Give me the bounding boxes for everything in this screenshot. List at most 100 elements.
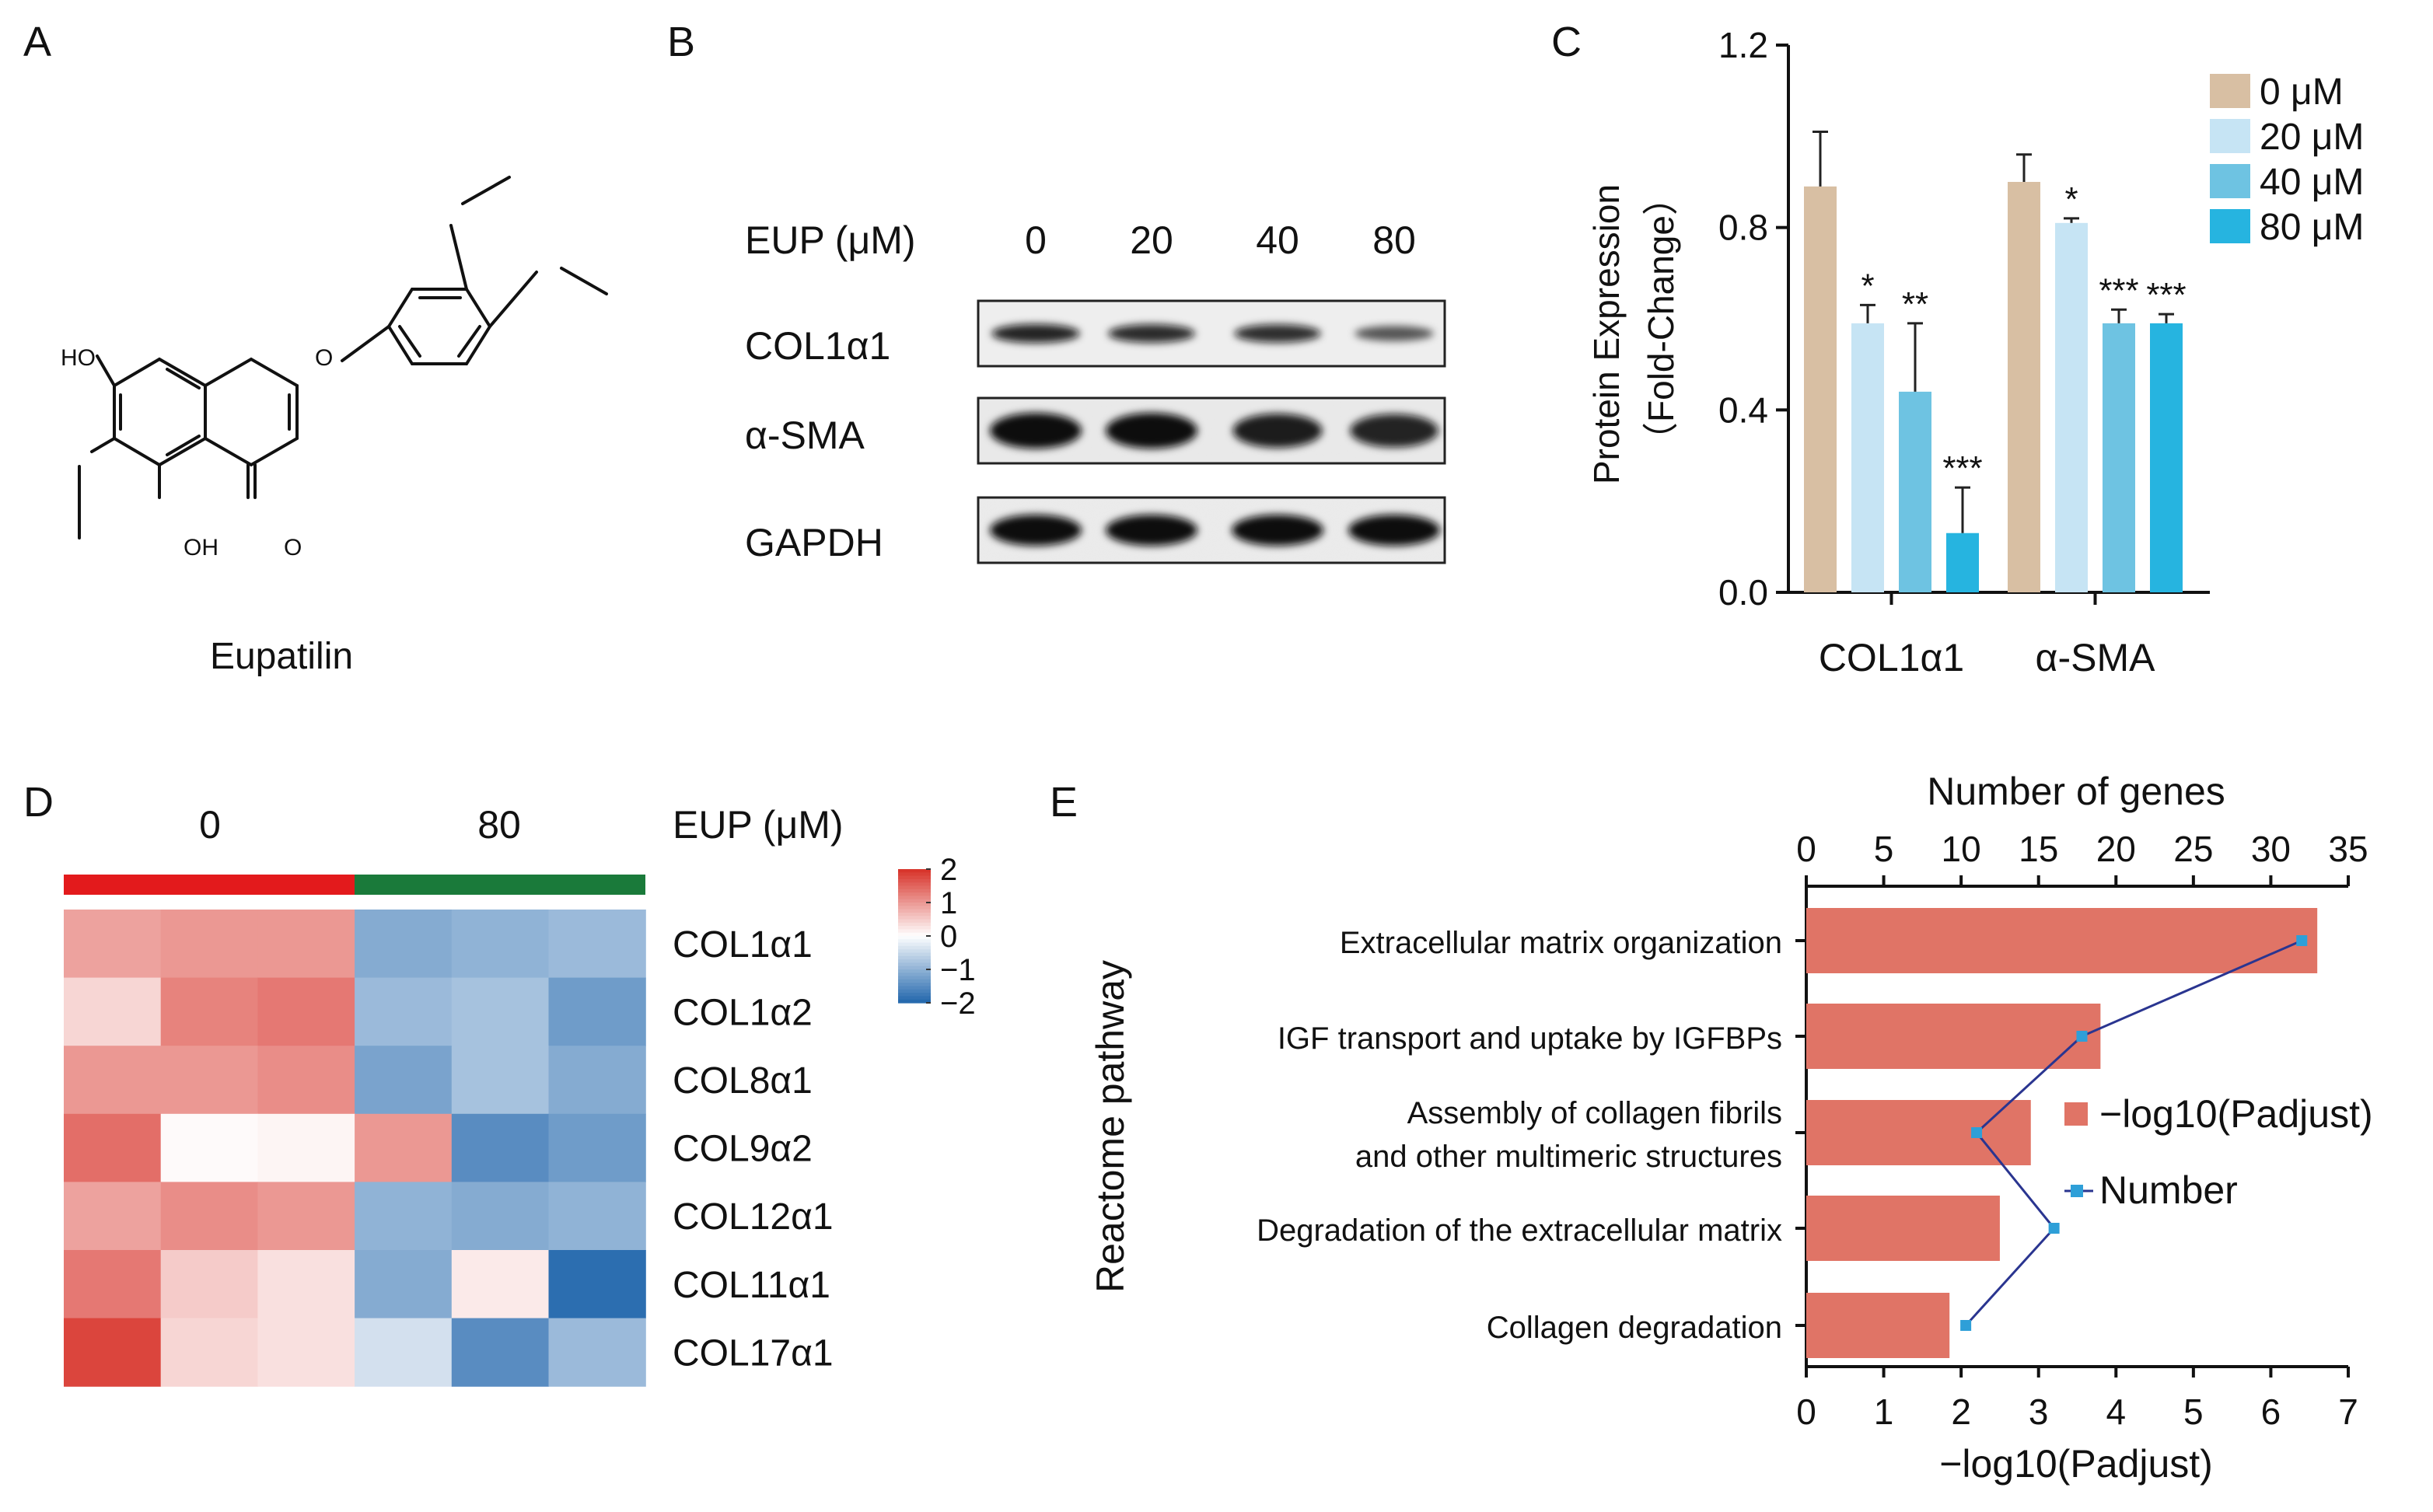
blot-band xyxy=(990,515,1082,546)
e-category-label: Degradation of the extracellular matrix xyxy=(1257,1213,1782,1248)
heatmap-cell xyxy=(548,1182,646,1251)
c-legend-swatch xyxy=(2210,119,2250,153)
heatmap-cell xyxy=(257,1182,355,1251)
heatmap-cell xyxy=(257,1046,355,1115)
compound-name: Eupatilin xyxy=(210,636,353,677)
e-x2-tick-label: 10 xyxy=(1942,829,1981,869)
colorbar-segment xyxy=(898,906,931,910)
heatmap-row-label: COL8α1 xyxy=(673,1060,813,1102)
c-legend-label: 80 μM xyxy=(2260,207,2364,248)
e-x2-tick-label: 35 xyxy=(2328,829,2368,869)
colorbar-segment xyxy=(898,929,931,934)
colorbar-segment xyxy=(898,916,931,920)
heatmap-row-label: COL11α1 xyxy=(673,1265,830,1306)
colorbar-segment xyxy=(898,945,931,950)
e-x2-tick-label: 30 xyxy=(2251,829,2291,869)
heatmap-cell xyxy=(64,1182,162,1251)
blot-band xyxy=(990,413,1082,449)
eupatilin-structure xyxy=(78,176,608,540)
heatmap-cell xyxy=(355,977,453,1046)
c-significance: * xyxy=(2064,180,2078,218)
c-legend-swatch xyxy=(2210,209,2250,243)
blot-bands xyxy=(990,323,1440,546)
heatmap-cell xyxy=(355,1182,453,1251)
heatmap-cell xyxy=(451,1113,550,1182)
colorbar-segment xyxy=(898,875,931,880)
heatmap-cell xyxy=(451,1046,550,1115)
heatmap-cell xyxy=(451,1318,550,1387)
e-category-label: Assembly of collagen fibrils xyxy=(1407,1096,1782,1130)
colorbar-tick-label: −2 xyxy=(940,986,976,1021)
colorbar-tick-label: 2 xyxy=(940,853,957,887)
heatmap-cell xyxy=(64,977,162,1046)
colorbar-segment xyxy=(898,885,931,890)
e-category-label: Extracellular matrix organization xyxy=(1340,926,1782,960)
e-x2-tick-label: 0 xyxy=(1796,829,1816,869)
heatmap-dose-label: EUP (μM) xyxy=(673,803,844,847)
e-x2label: Number of genes xyxy=(1927,770,2225,813)
e-bar xyxy=(1806,1100,2031,1165)
e-x2-tick-label: 5 xyxy=(1874,829,1894,869)
e-bar xyxy=(1806,1196,2000,1261)
heatmap-group-label-0: 0 xyxy=(199,803,221,847)
blot-band xyxy=(1106,515,1197,546)
e-number-point xyxy=(2076,1031,2088,1042)
heatmap-cell xyxy=(64,1046,162,1115)
e-number-point xyxy=(1960,1320,1972,1331)
colorbar-segment xyxy=(898,993,931,997)
heatmap-cell xyxy=(355,1318,453,1387)
colorbar-segment xyxy=(898,878,931,883)
blot-row-label-gapdh: GAPDH xyxy=(745,521,883,564)
c-significance: * xyxy=(1861,267,1874,305)
blot-band xyxy=(1107,324,1196,343)
heatmap-cell xyxy=(160,977,258,1046)
heatmap-cell xyxy=(64,1250,162,1319)
c-y-tick-label: 1.2 xyxy=(1718,25,1768,65)
e-x2-tick-label: 25 xyxy=(2173,829,2213,869)
e-x-tick-label: 4 xyxy=(2106,1392,2126,1432)
colorbar-segment xyxy=(898,926,931,930)
colorbar-segment xyxy=(898,949,931,954)
colorbar-tick-label: 0 xyxy=(940,920,957,954)
e-category-label: Collagen degradation xyxy=(1487,1311,1782,1345)
e-number-point xyxy=(2048,1223,2060,1234)
heatmap-cell xyxy=(548,910,646,979)
colorbar-segment xyxy=(898,999,931,1004)
e-x-tick-label: 1 xyxy=(1874,1392,1894,1432)
e-x-tick-label: 0 xyxy=(1796,1392,1816,1432)
heatmap-row-label: COL1α2 xyxy=(673,992,813,1033)
c-ylabel2: （Fold-Change） xyxy=(1641,180,1681,458)
c-y-tick-label: 0.0 xyxy=(1718,572,1768,613)
c-bar xyxy=(1946,533,1979,592)
heatmap-cell xyxy=(355,1046,453,1115)
blot-dose-0: 0 xyxy=(1025,218,1047,262)
c-legend-label: 0 μM xyxy=(2260,72,2344,113)
panel-label-c: C xyxy=(1551,19,1582,65)
heatmap-cell xyxy=(64,1318,162,1387)
e-number-point xyxy=(2296,935,2308,946)
c-significance: *** xyxy=(1942,449,1982,487)
e-legend-marker xyxy=(2071,1185,2083,1197)
heatmap-cell xyxy=(355,910,453,979)
blot-band xyxy=(1106,413,1197,449)
atom-label-carbonyl-o: O xyxy=(284,535,302,560)
heatmap-cell xyxy=(451,910,550,979)
blot-band xyxy=(1232,414,1323,448)
heatmap-cell xyxy=(160,910,258,979)
collagen-heatmap: 0 80 EUP (μM) COL1α1 COL1α2 COL8α1 COL9α2 CO… xyxy=(64,803,976,1387)
heatmap-cell xyxy=(548,977,646,1046)
blot-dose-label: EUP (μM) xyxy=(745,218,916,262)
colorbar-tick-label: −1 xyxy=(940,953,976,987)
heatmap-row-label: COL17α1 xyxy=(673,1332,834,1374)
colorbar-segment xyxy=(898,882,931,887)
e-x-tick-label: 5 xyxy=(2183,1392,2204,1432)
colorbar-segment xyxy=(898,976,931,980)
c-y-tick-label: 0.8 xyxy=(1718,208,1768,248)
colorbar-segment xyxy=(898,996,931,1000)
colorbar-segment xyxy=(898,969,931,973)
heatmap-cell xyxy=(548,1318,646,1387)
e-bar xyxy=(1806,1293,1950,1358)
heatmap-row-label: COL9α2 xyxy=(673,1129,813,1170)
colorbar-segment xyxy=(898,942,931,947)
